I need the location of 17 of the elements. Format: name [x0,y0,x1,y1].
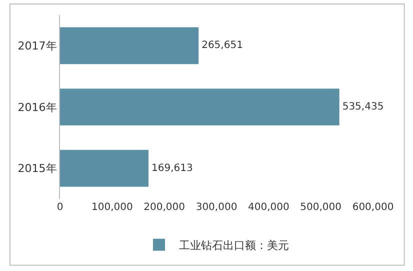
x-tick-label: 200,000 [144,202,186,213]
x-tick-label: 100,000 [91,202,133,213]
x-tick-label: 400,000 [248,202,290,213]
legend-label: 工业钻石出口额：美元 [179,239,289,252]
x-tick-label: 600,000 [352,202,394,213]
data-label: 169,613 [151,162,193,174]
x-tick-label: 300,000 [196,202,238,213]
y-tick-label: 2017年 [18,40,57,53]
y-tick-label: 2015年 [18,162,57,176]
bar [60,88,340,126]
data-label: 535,435 [342,102,384,112]
bar [60,150,148,187]
data-label: 265,651 [202,40,243,52]
x-tick-label: 0 [56,202,64,213]
x-tick-label: 500,000 [300,202,342,213]
bar [60,27,199,64]
y-tick-label: 2016年 [18,100,57,114]
